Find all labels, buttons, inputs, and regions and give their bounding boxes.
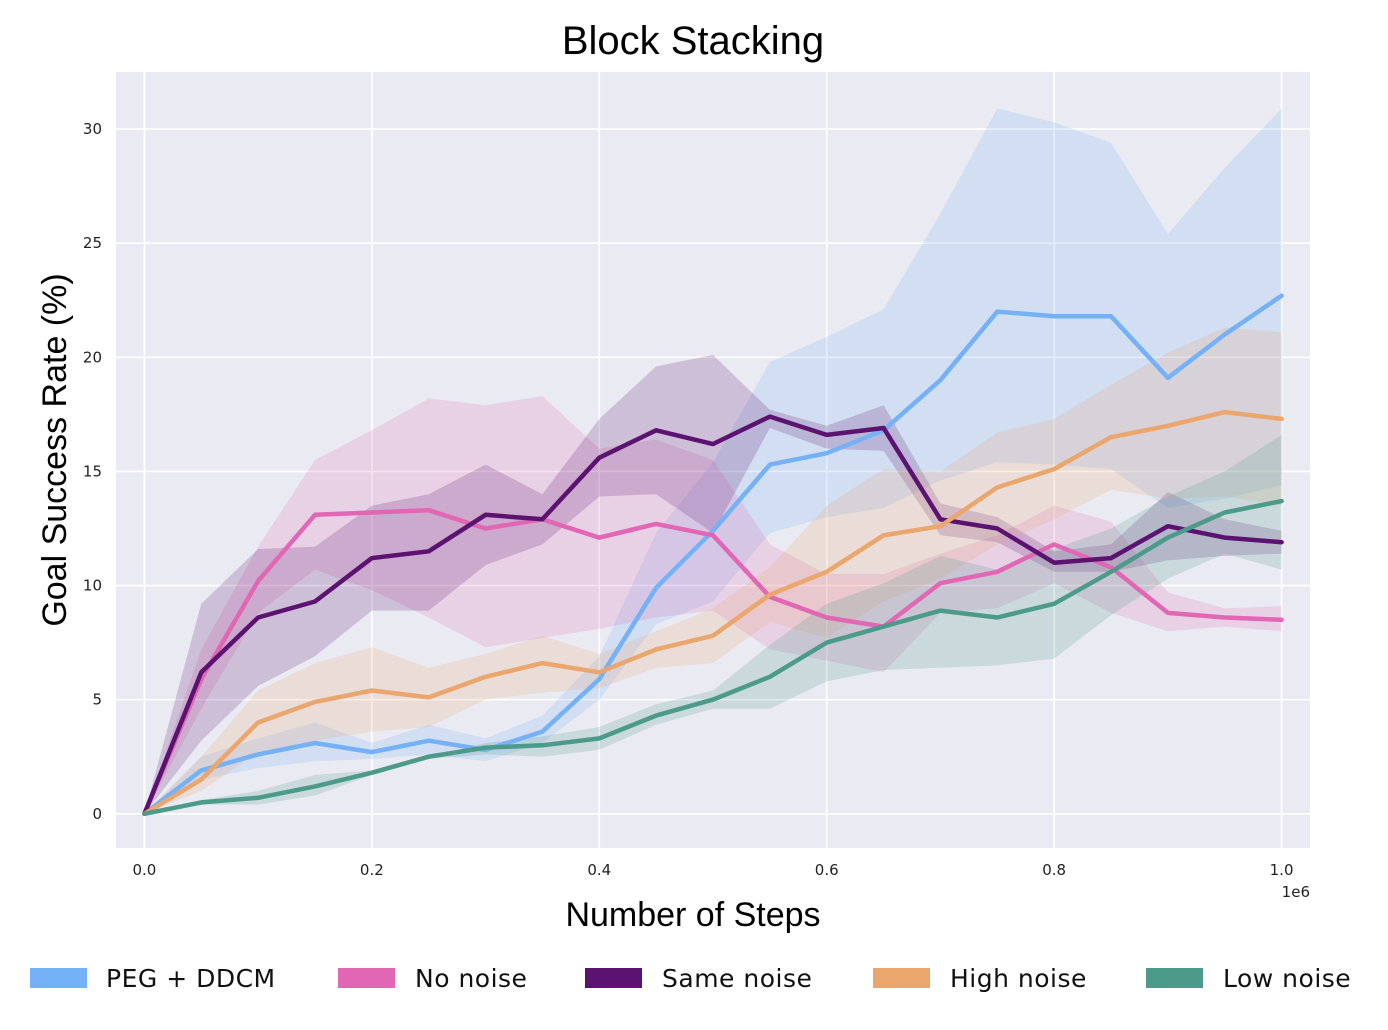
- y-tick-label: 30: [83, 120, 102, 138]
- legend-swatch: [1146, 968, 1203, 988]
- legend-label: No noise: [415, 964, 527, 993]
- x-tick-label: 1.0: [1270, 861, 1294, 879]
- x-tick-label: 0.6: [815, 861, 839, 879]
- legend-item-no-noise: No noise: [338, 964, 527, 993]
- y-tick-label: 10: [83, 577, 102, 595]
- peg-ddcm-line: [142, 293, 1284, 817]
- legend-label: PEG + DDCM: [106, 964, 276, 993]
- y-tick-label: 5: [92, 691, 102, 709]
- x-tick-label: 0.8: [1042, 861, 1066, 879]
- peg-ddcm-band: [144, 108, 1282, 814]
- x-tick-label: 0.0: [132, 861, 156, 879]
- low-noise-band: [144, 434, 1282, 814]
- legend-label: Same noise: [662, 964, 812, 993]
- confidence-bands: [144, 108, 1282, 814]
- same-noise-band: [144, 355, 1282, 814]
- legend-item-peg-ddcm: PEG + DDCM: [30, 964, 276, 993]
- legend-item-low-noise: Low noise: [1146, 964, 1351, 993]
- x-offset-label: 1e6: [1282, 883, 1310, 901]
- chart-title: Block Stacking: [562, 19, 824, 63]
- legend-item-high-noise: High noise: [873, 964, 1087, 993]
- y-axis-title: Goal Success Rate (%): [36, 273, 74, 626]
- y-tick-label: 15: [83, 462, 102, 480]
- no-noise-band: [144, 396, 1282, 814]
- legend-item-same-noise: Same noise: [585, 964, 812, 993]
- x-axis-title: Number of Steps: [565, 896, 820, 934]
- legend-swatch: [585, 968, 642, 988]
- legend-swatch: [338, 968, 395, 988]
- series-lines: [142, 293, 1284, 817]
- legend-label: High noise: [950, 964, 1087, 993]
- y-tick-label: 0: [92, 805, 102, 823]
- same-noise-line: [142, 414, 1284, 817]
- high-noise-line: [142, 409, 1284, 817]
- low-noise-line: [142, 498, 1284, 817]
- legend: PEG + DDCM No noise Same noise High noise Lo…: [30, 964, 1351, 993]
- high-noise-band: [144, 327, 1282, 814]
- legend-label: Low noise: [1223, 964, 1351, 993]
- y-tick-labels: 0 5 10 15 20 25 30: [83, 120, 102, 823]
- x-tick-label: 0.4: [587, 861, 611, 879]
- y-tick-label: 25: [83, 234, 102, 252]
- x-tick-labels: 0.0 0.2 0.4 0.6 0.8 1.0: [132, 861, 1293, 879]
- legend-swatch: [30, 968, 87, 988]
- plot-area: [116, 72, 1310, 848]
- x-tick-label: 0.2: [360, 861, 384, 879]
- y-tick-label: 20: [83, 348, 102, 366]
- legend-swatch: [873, 968, 930, 988]
